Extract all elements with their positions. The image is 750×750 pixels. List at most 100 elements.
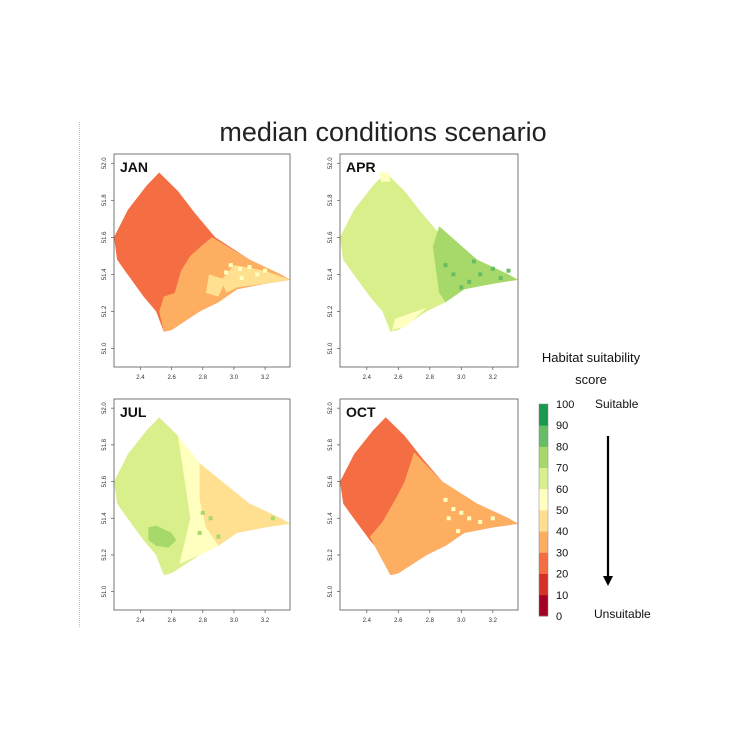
y-tick-label: 51.6 <box>328 231 334 243</box>
y-tick-label: 51.6 <box>102 231 108 243</box>
legend-tick-label: 60 <box>556 484 568 496</box>
direction-arrow-head <box>603 576 613 586</box>
x-tick-label: 2.4 <box>363 375 372 381</box>
y-tick-label: 51.6 <box>102 475 108 487</box>
x-tick-label: 2.6 <box>167 618 176 624</box>
legend-title: score <box>575 372 607 387</box>
y-tick-label: 51.4 <box>328 512 334 524</box>
x-tick-label: 2.6 <box>167 375 176 381</box>
x-tick-label: 3.2 <box>489 375 498 381</box>
speckle-cell <box>197 530 202 535</box>
page-title: median conditions scenario <box>219 117 547 147</box>
speckle-cell <box>471 259 476 264</box>
legend-tick-label: 50 <box>556 505 568 517</box>
y-tick-label: 51.4 <box>102 512 108 524</box>
legend-swatch <box>539 446 548 468</box>
legend-tick-label: 90 <box>556 420 568 432</box>
region-south-east <box>369 452 518 576</box>
speckle-cell <box>467 516 472 521</box>
speckle-cell <box>224 270 229 275</box>
panel-label: JUL <box>120 404 147 420</box>
region-south-tip <box>392 307 427 330</box>
panel-label: OCT <box>346 404 376 420</box>
x-tick-label: 3.2 <box>261 375 270 381</box>
speckle-cell <box>200 510 205 515</box>
y-tick-label: 51.8 <box>102 194 108 206</box>
region-coast <box>221 265 290 293</box>
map-panel-jul: 2.4 2.6 2.8 3.0 3.2 51.0 51.2 51.4 51.6 51.8 52.0 J… <box>102 398 291 624</box>
legend-swatch <box>539 573 548 596</box>
x-tick-label: 2.4 <box>136 375 145 381</box>
y-tick-label: 51.2 <box>102 305 108 317</box>
y-tick-label: 52.0 <box>102 402 108 414</box>
x-tick-label: 2.8 <box>426 618 435 624</box>
x-tick-label: 3.2 <box>489 618 498 624</box>
y-tick-label: 51.0 <box>328 342 334 354</box>
plot-frame <box>339 398 519 611</box>
legend-swatch <box>539 531 548 553</box>
x-tick-label: 2.4 <box>136 618 145 624</box>
speckle-cell <box>443 263 448 268</box>
speckle-cell <box>498 276 503 281</box>
legend-swatch <box>539 552 548 574</box>
y-tick-label: 52.0 <box>328 157 334 169</box>
legend-suitable-label: Suitable <box>595 397 639 411</box>
speckle-cell <box>459 510 464 515</box>
y-tick-label: 51.8 <box>328 194 334 206</box>
color-legend: Habitat suitability score 0 10 20 30 40 50 60 70 8… <box>538 350 651 623</box>
speckle-cell <box>490 516 495 521</box>
region-transition <box>177 435 219 565</box>
map-panel-jan: 2.4 2.6 2.8 3.0 3.2 51.0 51.2 51.4 51.6 51.8 52.0 J… <box>102 153 291 381</box>
speckle-cell <box>247 265 252 269</box>
speckle-cell <box>239 276 244 281</box>
legend-swatch <box>539 404 548 426</box>
plot-frame <box>113 153 291 368</box>
y-tick-label: 51.0 <box>328 585 334 597</box>
x-tick-label: 3.0 <box>230 375 239 381</box>
speckle-cell <box>238 266 243 271</box>
speckle-cell <box>478 519 483 524</box>
panel-label: JAN <box>120 159 148 175</box>
speckle-cell <box>208 516 213 521</box>
y-tick-label: 51.8 <box>328 438 334 450</box>
legend-title: Habitat suitability <box>542 350 641 365</box>
x-tick-label: 3.2 <box>261 618 270 624</box>
legend-swatch <box>539 594 548 617</box>
x-tick-label: 3.0 <box>457 375 466 381</box>
speckle-cell <box>451 272 456 277</box>
region-central-blob <box>148 525 177 548</box>
legend-swatch <box>539 510 548 532</box>
legend-tick-label: 40 <box>556 526 568 538</box>
legend-tick-label: 70 <box>556 463 568 475</box>
y-tick-label: 51.2 <box>328 305 334 317</box>
x-tick-label: 2.8 <box>199 375 208 381</box>
x-tick-label: 2.6 <box>394 618 403 624</box>
speckle-cell <box>443 497 448 502</box>
y-tick-label: 51.2 <box>102 548 108 560</box>
region-north-tip <box>379 172 391 182</box>
map-panel-oct: 2.4 2.6 2.8 3.0 3.2 51.0 51.2 51.4 51.6 51.8 52.0 O… <box>328 398 519 624</box>
x-tick-label: 2.6 <box>394 375 403 381</box>
y-tick-label: 51.8 <box>102 438 108 450</box>
y-tick-label: 51.4 <box>102 268 108 280</box>
legend-bar-frame <box>538 403 549 617</box>
x-tick-label: 2.8 <box>426 375 435 381</box>
speckle-cell <box>459 285 464 290</box>
x-tick-label: 2.8 <box>199 618 208 624</box>
legend-swatch <box>539 467 548 490</box>
x-tick-label: 3.0 <box>230 618 239 624</box>
speckle-cell <box>478 272 483 277</box>
x-tick-label: 2.4 <box>363 618 372 624</box>
y-tick-label: 52.0 <box>328 402 334 414</box>
plot-frame <box>339 153 519 368</box>
page-divider-line <box>79 122 80 627</box>
speckle-cell <box>490 266 495 271</box>
y-tick-label: 51.4 <box>328 268 334 280</box>
region-east <box>432 226 518 303</box>
speckle-cell <box>216 534 221 539</box>
x-tick-label: 3.0 <box>457 618 466 624</box>
legend-tick-label: 20 <box>556 569 568 581</box>
panel-label: APR <box>346 159 376 175</box>
y-tick-label: 52.0 <box>102 157 108 169</box>
region-east <box>199 463 290 546</box>
